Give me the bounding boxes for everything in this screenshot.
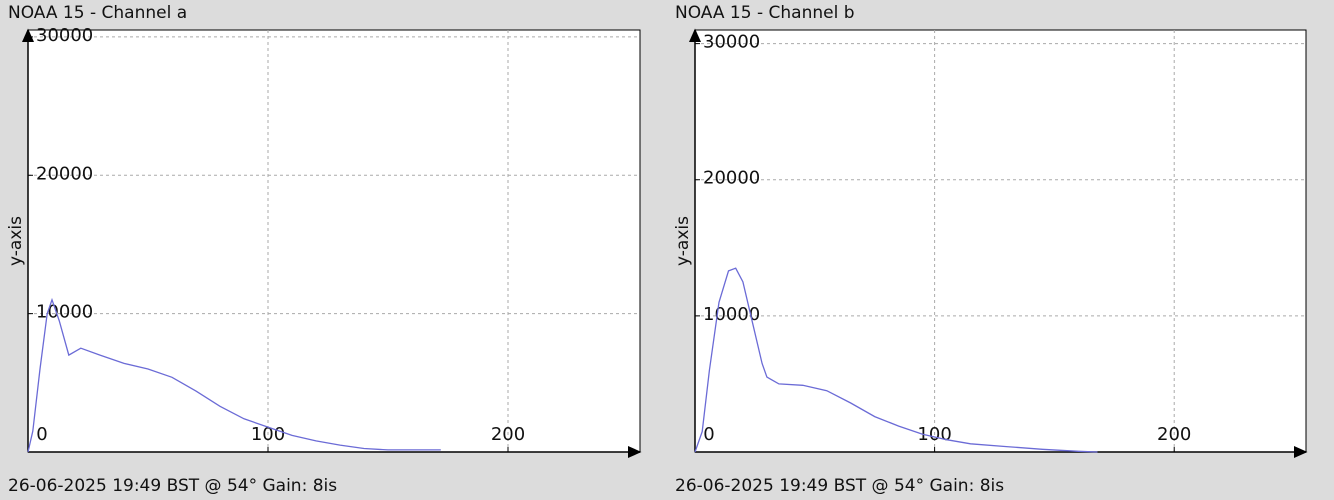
y-axis-label: y-axis [673, 216, 693, 266]
y-tick-label: 20000 [36, 163, 93, 184]
x-tick-label: 100 [251, 424, 285, 445]
y-tick-label: 20000 [703, 168, 760, 189]
x-tick-label: 0 [36, 424, 47, 445]
footer: 26-06-2025 19:49 BST @ 54° Gain: 8is [675, 476, 1004, 496]
y-tick-label: 10000 [36, 302, 93, 323]
histogram-line [27, 297, 441, 453]
plot-area [694, 29, 1307, 453]
chart-title: NOAA 15 - Channel b [675, 3, 855, 23]
y-tick-label: 10000 [703, 304, 760, 325]
x-tick-label: 200 [491, 424, 525, 445]
chart-title: NOAA 15 - Channel a [8, 3, 187, 23]
histogram-line [694, 267, 1098, 453]
plot-area [27, 29, 641, 453]
footer: 26-06-2025 19:49 BST @ 54° Gain: 8is [8, 476, 337, 496]
x-tick-label: 0 [703, 424, 714, 445]
y-tick-label: 30000 [703, 32, 760, 53]
y-axis-label: y-axis [6, 216, 26, 266]
y-tick-label: 30000 [36, 25, 93, 46]
x-tick-label: 100 [917, 424, 951, 445]
x-tick-label: 200 [1157, 424, 1191, 445]
